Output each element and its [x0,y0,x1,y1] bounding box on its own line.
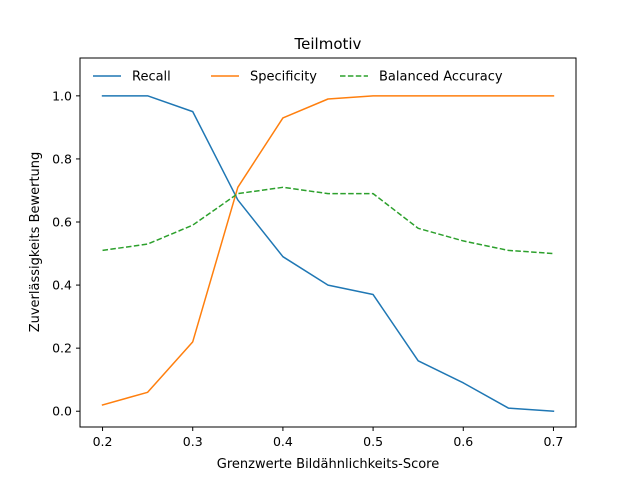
x-tick-label: 0.2 [93,434,113,449]
series-line-balanced-accuracy [102,186,554,255]
axes-frame [79,57,577,428]
legend: Recall Specificity Balanced Accuracy [93,70,503,85]
x-axis-label: Grenzwerte Bildähnlichkeits-Score [217,457,440,472]
x-tick-label: 0.6 [453,434,473,449]
series-line-specificity [101,95,555,406]
plot-area [101,95,555,413]
legend-label: Balanced Accuracy [379,70,503,85]
y-tick-label: 0.8 [52,151,72,166]
y-tick-label: 0.0 [52,404,72,419]
x-tick-label: 0.3 [183,434,203,449]
y-axis-label: Zuverlässigkeits Bewertung [28,152,43,333]
y-tick-label: 0.2 [52,341,72,356]
y-tick-label: 1.0 [52,88,72,103]
legend-label: Recall [132,70,171,85]
chart-title: Teilmotiv [294,35,362,53]
y-tick-label: 0.4 [52,278,72,293]
x-tick-label: 0.4 [273,434,293,449]
y-axis-ticks: 0.0 0.2 0.4 0.6 0.8 1.0 [52,88,80,419]
x-axis-ticks: 0.2 0.3 0.4 0.5 0.6 0.7 [93,427,564,449]
series-line-recall [101,95,555,413]
y-tick-label: 0.6 [52,215,72,230]
x-tick-label: 0.5 [363,434,383,449]
legend-label: Specificity [250,70,317,85]
x-tick-label: 0.7 [544,434,564,449]
